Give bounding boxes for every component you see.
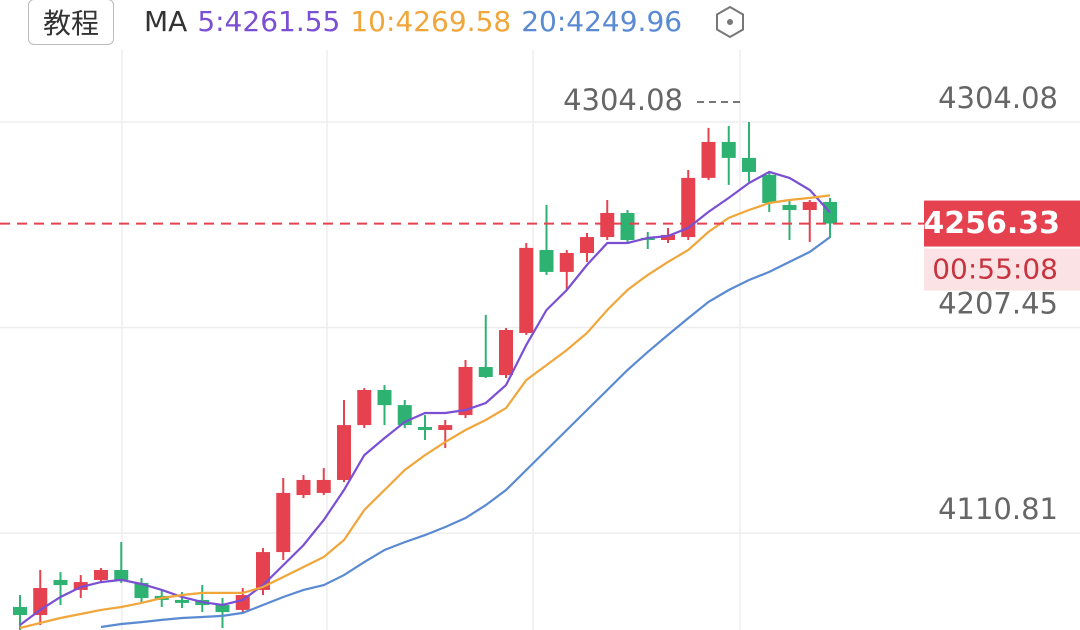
candle-body xyxy=(438,425,453,430)
ma-line xyxy=(100,236,831,629)
vertical-grid xyxy=(121,50,741,630)
candle-body xyxy=(620,212,635,241)
candle-body xyxy=(600,212,615,238)
candle-body xyxy=(175,599,189,603)
legend-entry: 10:4269.58 xyxy=(350,4,512,38)
candle-body xyxy=(13,606,27,616)
legend-entry: 20:4249.96 xyxy=(521,4,683,38)
y-tick-label: 4304.08 xyxy=(938,81,1058,115)
candle-body xyxy=(580,237,594,253)
candle-body xyxy=(519,247,534,333)
candle-body xyxy=(802,201,817,211)
candle-body xyxy=(114,569,129,580)
candle-body xyxy=(478,367,493,378)
candle-body xyxy=(559,252,574,272)
last-price-label: 4256.33 xyxy=(923,206,1060,241)
candle-body xyxy=(94,569,108,580)
candle-body xyxy=(53,579,68,586)
candle-body xyxy=(357,389,372,426)
countdown-box xyxy=(924,248,1080,291)
candle-body xyxy=(681,177,696,238)
ma-legend: MA 5:4261.55 10:4269.58 20:4249.96 xyxy=(144,5,682,38)
candle-body xyxy=(499,329,513,376)
candle-body xyxy=(215,605,230,613)
candle-body xyxy=(762,174,777,204)
legend-entry: 5:4261.55 xyxy=(197,4,341,38)
candle-body xyxy=(721,141,736,158)
candle-body xyxy=(316,479,331,493)
candle-body xyxy=(337,425,351,480)
toolbar: 教程 MA 5:4261.55 10:4269.58 20:4249.96 xyxy=(0,0,1080,50)
candle-body xyxy=(235,595,250,610)
ma-line xyxy=(19,170,831,626)
candle-body xyxy=(458,367,473,416)
max-marker-label: 4304.08 xyxy=(563,83,683,117)
candle-body xyxy=(539,250,554,272)
candle-body xyxy=(377,389,392,406)
candle-body xyxy=(782,204,797,211)
last-price-box xyxy=(924,200,1080,247)
countdown-label: 00:55:08 xyxy=(932,253,1058,286)
candle-body xyxy=(742,157,756,172)
candle-body xyxy=(134,582,149,599)
candle-body xyxy=(276,492,291,553)
legend-title: MA xyxy=(144,4,188,38)
ma-line xyxy=(19,194,831,630)
candle-body xyxy=(296,479,311,496)
candle-body xyxy=(418,426,432,430)
tutorial-button[interactable]: 教程 xyxy=(28,0,114,45)
y-tick-label: 4207.45 xyxy=(938,287,1058,321)
settings-icon[interactable] xyxy=(712,4,748,40)
y-tick-label: 4110.81 xyxy=(938,492,1058,526)
candle-body xyxy=(661,234,675,241)
candle-body xyxy=(701,141,716,178)
candle-body xyxy=(823,201,837,224)
